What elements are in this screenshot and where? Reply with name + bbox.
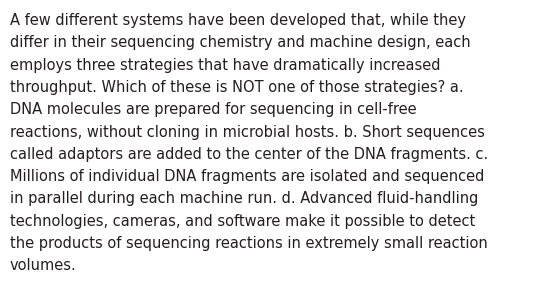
Text: in parallel during each machine run. d. Advanced fluid-handling: in parallel during each machine run. d. … (10, 191, 478, 206)
Text: reactions, without cloning in microbial hosts. b. Short sequences: reactions, without cloning in microbial … (10, 125, 485, 139)
Text: Millions of individual DNA fragments are isolated and sequenced: Millions of individual DNA fragments are… (10, 169, 484, 184)
Text: A few different systems have been developed that, while they: A few different systems have been develo… (10, 13, 466, 28)
Text: differ in their sequencing chemistry and machine design, each: differ in their sequencing chemistry and… (10, 35, 470, 50)
Text: DNA molecules are prepared for sequencing in cell-free: DNA molecules are prepared for sequencin… (10, 102, 417, 117)
Text: called adaptors are added to the center of the DNA fragments. c.: called adaptors are added to the center … (10, 147, 488, 162)
Text: volumes.: volumes. (10, 258, 77, 273)
Text: technologies, cameras, and software make it possible to detect: technologies, cameras, and software make… (10, 214, 475, 229)
Text: the products of sequencing reactions in extremely small reaction: the products of sequencing reactions in … (10, 236, 488, 251)
Text: employs three strategies that have dramatically increased: employs three strategies that have drama… (10, 58, 441, 73)
Text: throughput. Which of these is NOT one of those strategies? a.: throughput. Which of these is NOT one of… (10, 80, 464, 95)
